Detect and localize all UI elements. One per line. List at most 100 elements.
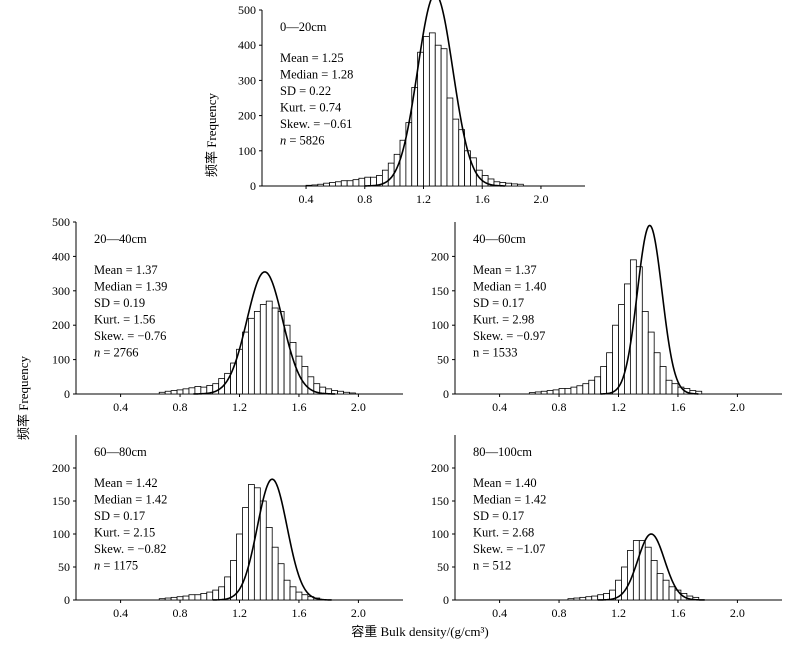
x-tick-label: 2.0: [351, 606, 366, 620]
histogram-bar: [271, 546, 279, 601]
stat-line: Mean = 1.25: [280, 51, 344, 65]
histogram-bar: [194, 594, 202, 601]
histogram-bar: [164, 597, 172, 601]
sample-size-symbol: n: [473, 559, 480, 573]
normal-fit-curve: [364, 0, 505, 187]
sample-size-symbol: n: [473, 346, 480, 360]
histogram-bar: [242, 331, 249, 395]
sample-size-label: n = 2766: [94, 346, 139, 360]
histogram-bar: [644, 546, 652, 601]
y-tick-label: 500: [52, 215, 70, 229]
y-tick-label: 100: [431, 527, 449, 541]
sample-size-symbol: n: [280, 134, 286, 148]
y-tick-label: 100: [52, 353, 70, 367]
y-axis-title: 频率 Frequency: [204, 92, 219, 177]
histogram-bar: [511, 183, 518, 187]
y-tick-label: 300: [52, 284, 70, 298]
histogram-bar: [352, 179, 360, 187]
histogram-bar: [253, 487, 261, 601]
y-axis-title: 频率 Frequency: [16, 355, 31, 440]
histogram-bar: [259, 304, 267, 395]
histogram-bar: [573, 597, 581, 601]
y-tick-label: 150: [52, 494, 70, 508]
histogram-bar: [188, 594, 196, 601]
y-tick-label: 0: [64, 387, 70, 401]
y-tick-label: 400: [238, 38, 256, 52]
histogram-bar: [668, 586, 676, 601]
histogram-panel: 0 50 100 150 200 0.4 0.8 1.2 1.6 2.0 60—80cm Mean =…: [52, 435, 403, 620]
y-tick-label: 200: [52, 318, 70, 332]
stat-line: Kurt. = 2.15: [94, 526, 155, 540]
histogram-bar: [188, 387, 196, 395]
y-tick-label: 500: [238, 3, 256, 17]
histogram-bar: [576, 385, 584, 395]
histogram-bar: [552, 389, 560, 395]
depth-layer-label: 40—60cm: [473, 232, 526, 246]
histogram-bar: [158, 598, 166, 601]
histogram-bar: [662, 579, 670, 601]
histogram-bar: [248, 317, 255, 395]
normal-fit-curve: [597, 533, 705, 601]
sample-size-value: = 512: [479, 559, 511, 573]
sample-size-value: = 5826: [286, 134, 324, 148]
histogram-bar: [564, 388, 572, 395]
histogram-bar: [440, 48, 448, 187]
stat-line: Mean = 1.37: [473, 263, 537, 277]
histogram-bar: [295, 591, 303, 601]
histogram-bar: [242, 507, 249, 601]
histogram-bar: [517, 183, 524, 187]
y-tick-label: 50: [437, 353, 449, 367]
stat-line: Mean = 1.37: [94, 263, 158, 277]
x-tick-label: 0.8: [173, 400, 188, 414]
y-tick-label: 0: [443, 593, 449, 607]
histogram-bar: [647, 331, 655, 395]
histogram-panel: 0 100 200 300 400 500 0.4 0.8 1.2 1.6 2.0 20—40cm Me…: [52, 215, 403, 414]
x-tick-label: 1.2: [232, 400, 247, 414]
histogram-bar: [329, 182, 336, 187]
histogram-bar: [182, 388, 190, 395]
histogram-bar: [224, 576, 231, 601]
x-tick-label: 0.4: [492, 606, 507, 620]
sample-size-label: n = 5826: [280, 134, 325, 148]
sample-size-value: = 1175: [100, 559, 138, 573]
histogram-bar: [277, 563, 285, 601]
histogram-bar: [612, 324, 619, 395]
histogram-panel: 0 50 100 150 200 0.4 0.8 1.2 1.6 2.0 40—60cm Mean =…: [431, 222, 782, 414]
histogram-bar: [158, 391, 166, 395]
stat-line: SD = 0.17: [473, 509, 524, 523]
stat-line: Median = 1.28: [280, 68, 353, 82]
y-tick-label: 200: [52, 461, 70, 475]
histogram-bar: [218, 586, 226, 601]
stat-line: Kurt. = 2.68: [473, 526, 534, 540]
histogram-bar: [170, 390, 178, 395]
x-tick-label: 1.6: [670, 606, 685, 620]
y-tick-label: 50: [58, 560, 70, 574]
sample-size-symbol: n: [94, 559, 100, 573]
histogram-bar: [588, 379, 596, 395]
histogram-bar: [346, 180, 354, 187]
histogram-panel: 0 100 200 300 400 500 0.4 0.8 1.2 1.6 2.0 0—20cm Mea…: [238, 0, 585, 206]
y-tick-label: 150: [431, 494, 449, 508]
histogram-bar: [452, 118, 460, 187]
histogram-bar: [253, 311, 261, 395]
histogram-bar: [259, 500, 267, 601]
histogram-bar: [417, 51, 424, 187]
histogram-bar: [349, 392, 356, 395]
histogram-bar: [182, 595, 190, 601]
normal-fit-curve: [212, 478, 332, 601]
histogram-bar: [665, 379, 673, 395]
x-tick-label: 0.4: [113, 400, 128, 414]
depth-layer-label: 0—20cm: [280, 20, 327, 34]
histogram-bar: [343, 391, 350, 395]
x-tick-label: 0.8: [552, 606, 567, 620]
stat-line: Median = 1.39: [94, 280, 167, 294]
histogram-bar: [428, 32, 436, 187]
histogram-bar: [641, 311, 649, 395]
histogram-bar: [200, 593, 208, 601]
sample-size-label: n = 512: [473, 559, 511, 573]
sample-size-value: = 1533: [479, 346, 517, 360]
stat-line: Kurt. = 0.74: [280, 101, 342, 115]
x-tick-label: 0.4: [492, 400, 507, 414]
histogram-bar: [458, 129, 466, 187]
